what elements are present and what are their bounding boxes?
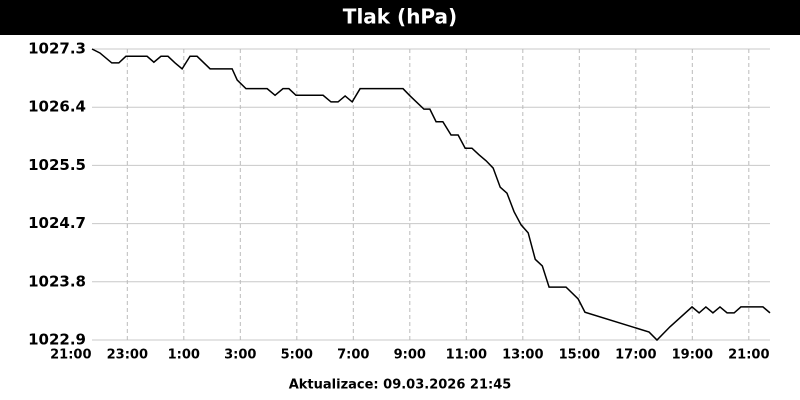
x-tick-label: 9:00 <box>394 348 426 363</box>
x-tick-label: 5:00 <box>281 348 313 363</box>
y-tick-label: 1024.7 <box>28 214 86 232</box>
x-tick-label: 19:00 <box>672 348 713 363</box>
chart-title: Tlak (hPa) <box>343 5 457 29</box>
y-tick-label: 1027.3 <box>28 40 86 58</box>
x-tick-label: 15:00 <box>559 348 600 363</box>
x-tick-label: 1:00 <box>168 348 200 363</box>
line <box>91 48 771 342</box>
x-tick-label: 3:00 <box>224 348 256 363</box>
footer: Aktualizace: 09.03.2026 21:45 <box>289 378 512 393</box>
y-tick-label: 1025.5 <box>28 156 86 174</box>
x-tick-label: 23:00 <box>107 348 148 363</box>
x-tick-label: 17:00 <box>615 348 656 363</box>
x-tick-label: 21:00 <box>50 348 91 363</box>
x-tick-label: 21:00 <box>728 348 769 363</box>
title-bar <box>0 0 800 35</box>
y-tick-label: 1026.4 <box>28 98 86 116</box>
x-tick-label: 7:00 <box>337 348 369 363</box>
x-tick-label: 11:00 <box>446 348 487 363</box>
y-tick-label: 1022.9 <box>28 331 86 349</box>
y-tick-label: 1023.8 <box>28 272 86 290</box>
x-tick-label: 13:00 <box>502 348 543 363</box>
